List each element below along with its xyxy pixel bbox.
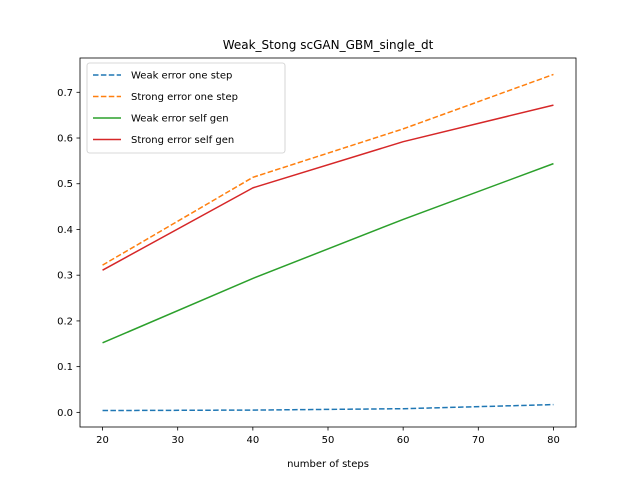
series-line-1 [102,403,554,412]
y-tick-label: 0.2 [57,316,73,327]
chart-title: Weak_Stong scGAN_GBM_single_dt [223,38,434,52]
x-tick-label: 60 [397,435,410,446]
legend-label: Weak error self gen [131,114,229,125]
legend: Weak error one step Strong error one step… [86,62,286,154]
x-tick-label: 40 [246,435,259,446]
x-tick-label: 70 [472,435,485,446]
legend-label: Strong error one step [131,92,238,103]
x-tick-label: 30 [171,435,184,446]
y-tick-label: 0.0 [57,408,73,419]
y-tick-label: 0.4 [57,225,73,236]
y-tick-label: 0.6 [57,134,73,145]
x-tick-label: 80 [547,435,560,446]
plot-layer [102,73,554,412]
y-tick-label: 0.7 [57,88,73,99]
series-line-2 [102,73,554,266]
series-line-3 [102,162,554,344]
ticks-layer: 20 30 40 50 60 70 80 0.0 0.1 0.2 0.3 0.4 0.5 0.6 0.7 [57,88,560,446]
series-line-4 [102,104,554,271]
y-tick-label: 0.3 [57,271,73,282]
legend-label: Strong error self gen [131,135,234,146]
legend-label: Weak error one step [131,71,232,82]
x-tick-label: 20 [96,435,109,446]
x-axis-title: number of steps [287,459,369,470]
y-tick-label: 0.5 [57,179,73,190]
y-tick-label: 0.1 [57,362,73,373]
legend-box [86,62,286,154]
x-tick-label: 50 [322,435,335,446]
